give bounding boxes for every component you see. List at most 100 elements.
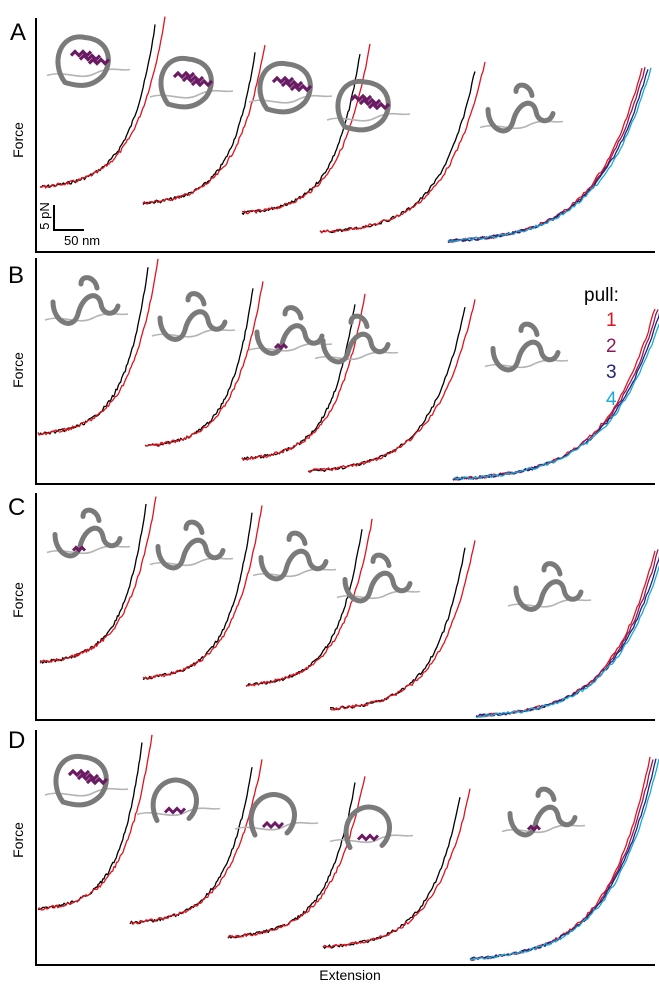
panel-B <box>35 258 659 485</box>
cartoon-A-4 <box>326 79 411 133</box>
cartoon-D-2 <box>136 777 221 823</box>
trace-C-2-first <box>142 512 253 681</box>
panel-label-b: B <box>8 262 24 289</box>
panel-C <box>35 493 659 721</box>
y-axis-label-c: Force <box>10 582 26 618</box>
y-axis-label-b: Force <box>10 352 26 388</box>
trace-D-1-1 <box>37 734 153 911</box>
cartoon-D-3-tether <box>248 792 297 838</box>
cartoon-B-2 <box>151 291 236 342</box>
cartoon-C-3 <box>252 530 337 582</box>
trace-A-4-first <box>319 71 476 234</box>
trace-B-5-3 <box>452 312 659 481</box>
trace-D-1-first <box>37 742 143 911</box>
cartoon-D-5-tether-arm <box>535 786 557 802</box>
trace-B-1-first <box>37 267 149 436</box>
cartoon-A-5-tether-arm <box>513 82 535 98</box>
legend: pull: 1 2 3 4 <box>584 285 619 410</box>
legend-entry-1: 1 <box>606 310 617 331</box>
cartoon-A-4-tether <box>335 79 391 133</box>
scale-bar: 5 pN 50 nm <box>37 202 100 248</box>
cartoon-A-2-helix <box>181 74 205 84</box>
legend-title: pull: <box>584 285 619 306</box>
cartoon-D-1 <box>44 754 129 808</box>
legend-entry-3: 3 <box>606 362 617 383</box>
cartoon-A-2 <box>149 56 234 110</box>
trace-D-5-3 <box>469 758 657 960</box>
cartoon-B-5 <box>484 321 569 373</box>
cartoon-B-3-tether-arm <box>282 305 304 321</box>
cartoon-B-5-tether <box>490 339 561 373</box>
cartoon-B-1-tether-arm <box>78 275 100 291</box>
trace-C-5-2 <box>475 549 659 718</box>
cartoon-B-3-helix <box>273 342 289 351</box>
cartoon-A-4-helix <box>358 97 382 107</box>
trace-B-3-1 <box>241 293 366 461</box>
panels-layer <box>35 16 659 966</box>
cartoon-C-4-tether-arm <box>370 552 392 568</box>
cartoon-D-1-tether <box>53 754 109 808</box>
cartoon-A-1-helix <box>87 57 111 66</box>
panel-label-a: A <box>10 19 26 46</box>
axis-frame-D <box>35 730 655 966</box>
trace-B-1-1 <box>37 258 159 436</box>
cartoon-C-5-tether-arm <box>541 561 563 577</box>
cartoon-C-5-tether <box>513 579 584 612</box>
cartoon-A-1 <box>46 34 131 88</box>
cartoon-B-4 <box>314 313 399 365</box>
cartoon-D-2-tether <box>150 777 199 823</box>
trace-D-4-first <box>322 797 461 949</box>
y-axis-label-a: Force <box>10 122 26 158</box>
trace-B-2-1 <box>144 281 264 447</box>
panel-A <box>35 16 655 253</box>
legend-entry-4: 4 <box>606 389 617 410</box>
cartoon-A-3 <box>248 61 333 115</box>
cartoon-A-4-helix <box>349 93 373 103</box>
trace-D-2-1 <box>129 759 263 925</box>
cartoon-B-1-tether <box>50 293 121 326</box>
cartoon-D-5 <box>501 786 586 838</box>
trace-A-2-1 <box>142 44 266 205</box>
scale-bar-extension-label: 50 nm <box>64 233 100 248</box>
cartoon-A-2-tether <box>158 56 214 110</box>
cartoon-C-2-tether-arm <box>183 519 205 535</box>
panel-label-d: D <box>8 727 25 754</box>
cartoon-D-4-helix <box>356 833 380 842</box>
cartoon-D-3 <box>234 792 319 838</box>
scale-bar-lines <box>53 205 84 231</box>
cartoon-A-5-tether <box>485 100 556 134</box>
cartoon-B-1 <box>44 275 129 326</box>
cartoon-D-1-helix <box>76 772 100 782</box>
cartoon-C-1-helix <box>71 545 87 553</box>
cartoon-B-2-tether-arm <box>185 291 207 307</box>
trace-D-4-1 <box>322 788 471 948</box>
cartoon-D-2-helix <box>163 806 187 815</box>
legend-entry-2: 2 <box>606 336 617 357</box>
trace-C-3-first <box>245 529 363 687</box>
trace-B-4-1 <box>307 299 476 473</box>
trace-D-5-4 <box>469 758 659 961</box>
cartoon-C-1-tether <box>52 525 123 559</box>
cartoon-A-2-helix <box>172 70 196 80</box>
cartoon-C-5 <box>507 561 592 612</box>
trace-C-5-1 <box>475 550 656 718</box>
cartoon-A-3-helix <box>280 79 304 89</box>
trace-A-1-1 <box>39 16 166 189</box>
cartoon-D-1-helix <box>67 768 91 778</box>
cartoon-C-2-tether <box>155 537 226 571</box>
cartoon-C-3-tether-arm <box>286 530 308 546</box>
cartoon-D-4-tether <box>343 804 392 850</box>
panel-D <box>35 730 659 966</box>
trace-A-5-3 <box>447 69 649 243</box>
cartoon-B-5-tether-arm <box>518 321 540 337</box>
cartoon-D-5-tether <box>507 804 578 838</box>
cartoon-A-1-helix <box>78 53 102 62</box>
cartoon-D-4 <box>329 804 414 850</box>
trace-D-3-first <box>227 782 356 939</box>
cartoon-D-3-helix <box>261 820 285 830</box>
cartoon-D-5-helix <box>526 824 542 832</box>
panel-label-c: C <box>8 494 25 521</box>
axis-frame-C <box>35 493 655 721</box>
trace-D-2-first <box>129 767 253 925</box>
